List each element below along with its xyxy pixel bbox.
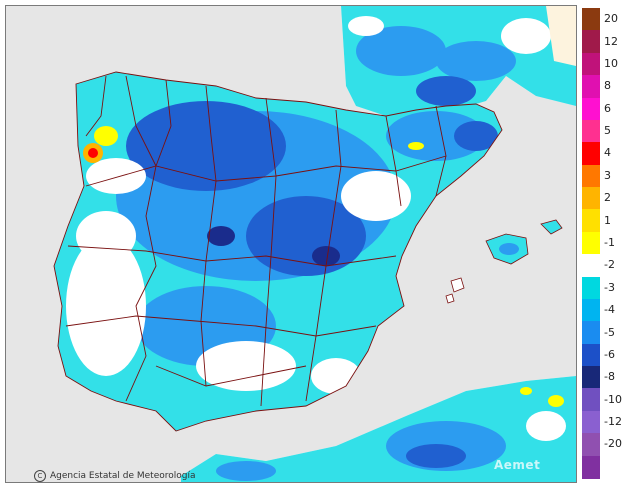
copyright-icon: C bbox=[34, 470, 46, 482]
legend-swatch bbox=[582, 119, 600, 143]
france-region bbox=[341, 6, 576, 116]
legend-label: 20 bbox=[604, 12, 618, 26]
balearic-islands bbox=[445, 219, 563, 304]
legend-label: -12 bbox=[604, 415, 622, 429]
legend-label: -10 bbox=[604, 392, 622, 406]
legend-label: -1 bbox=[604, 236, 615, 249]
legend-swatch bbox=[582, 388, 600, 412]
legend-label: 4 bbox=[604, 146, 611, 160]
legend-swatch bbox=[582, 254, 600, 278]
legend-label: 6 bbox=[604, 101, 611, 115]
legend-label: -2 bbox=[604, 258, 615, 272]
credit-text: Agencia Estatal de Meteorología bbox=[50, 471, 196, 481]
legend-swatch bbox=[582, 187, 600, 211]
legend-swatch bbox=[582, 164, 600, 188]
legend-label: -20 bbox=[604, 437, 622, 451]
legend-label: 8 bbox=[604, 79, 611, 93]
legend-swatch bbox=[582, 30, 600, 54]
legend-swatch bbox=[582, 343, 600, 367]
legend-swatch bbox=[582, 410, 600, 434]
legend-swatch bbox=[582, 97, 600, 121]
map-frame[interactable]: C Agencia Estatal de Meteorología Aemet bbox=[5, 5, 577, 483]
credit-line: C Agencia Estatal de Meteorología bbox=[34, 470, 196, 482]
legend-swatch bbox=[582, 276, 600, 300]
legend-swatch bbox=[582, 231, 600, 255]
legend-label: 12 bbox=[604, 34, 618, 48]
legend-label: -4 bbox=[604, 303, 615, 317]
legend-swatch bbox=[582, 366, 600, 390]
legend-swatch bbox=[582, 321, 600, 345]
legend-swatch bbox=[582, 52, 600, 76]
legend-label: -8 bbox=[604, 370, 615, 384]
legend-label: -5 bbox=[604, 325, 615, 339]
color-legend: 20 12 10 8 6 5 4 3 2 1 -1 -2 -3 -4 -5 -6 -8 -10 -12 -20 bbox=[582, 8, 628, 479]
legend-label: 10 bbox=[604, 56, 618, 70]
legend-swatch bbox=[582, 209, 600, 233]
iberia-region bbox=[53, 71, 503, 432]
legend-label: -6 bbox=[604, 347, 615, 361]
watermark: Aemet bbox=[494, 458, 541, 472]
legend-label: 5 bbox=[604, 124, 611, 138]
legend-swatch bbox=[582, 298, 600, 322]
legend-swatch bbox=[582, 433, 600, 457]
legend-label: 1 bbox=[604, 213, 611, 227]
legend-label: -3 bbox=[604, 280, 615, 294]
legend-label: 2 bbox=[604, 191, 611, 205]
legend-swatch bbox=[582, 8, 600, 31]
legend-label: 3 bbox=[604, 168, 611, 182]
legend-swatch bbox=[582, 75, 600, 99]
legend-swatch bbox=[582, 142, 600, 166]
map-canvas bbox=[53, 6, 576, 482]
legend-swatch bbox=[582, 455, 600, 479]
